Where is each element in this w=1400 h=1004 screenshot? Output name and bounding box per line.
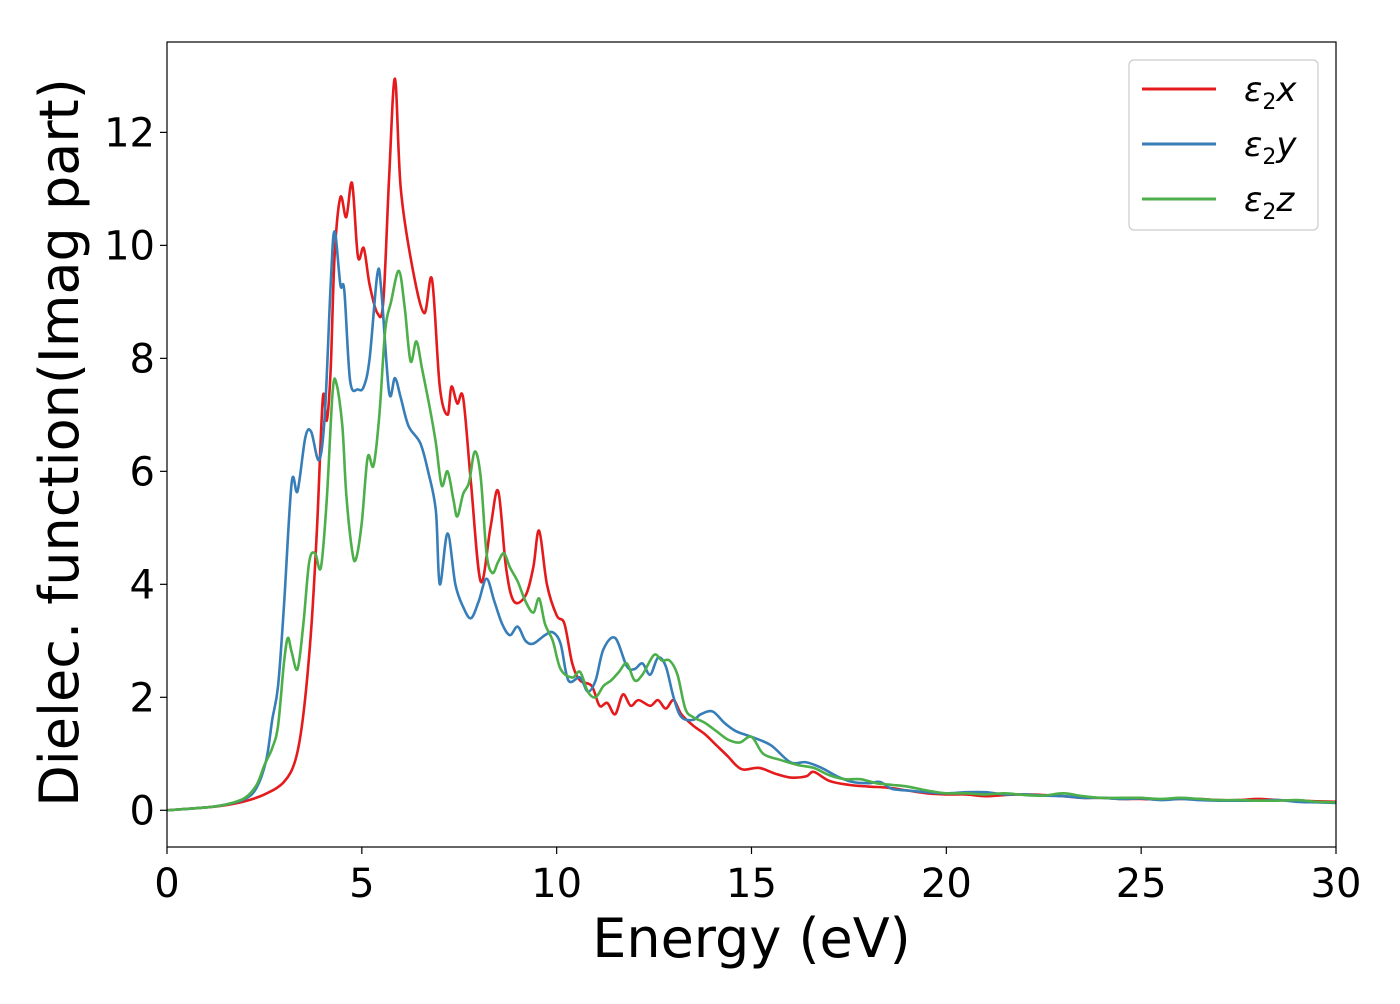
legend-box — [1128, 59, 1319, 231]
y-tick-label: 4 — [130, 562, 155, 608]
legend-items: ε2x ε2y ε2z — [1142, 70, 1297, 225]
y-tick-label: 0 — [130, 788, 155, 834]
x-tick-label: 10 — [531, 861, 582, 907]
y-tick-label: 10 — [104, 223, 155, 269]
series-line-y — [167, 229, 1336, 812]
legend-label-y: ε2y — [1244, 125, 1297, 170]
y-tick-label: 2 — [130, 675, 155, 721]
y-tick-label: 6 — [130, 449, 155, 495]
x-tick-label: 15 — [726, 861, 777, 907]
x-tick-label: 25 — [1116, 861, 1167, 907]
x-tick-label: 30 — [1311, 861, 1362, 907]
series-layer — [167, 77, 1336, 812]
legend: ε2x ε2y ε2z — [1128, 59, 1319, 231]
plot-frame — [166, 41, 1337, 848]
x-tick-label: 5 — [349, 861, 374, 907]
legend-label-z: ε2z — [1244, 180, 1295, 225]
series-line-z — [167, 269, 1336, 812]
x-tick-label: 0 — [154, 861, 179, 907]
x-tick-label: 20 — [921, 861, 972, 907]
x-axis-title: Energy (eV) — [592, 907, 911, 970]
legend-label-x: ε2x — [1244, 70, 1297, 115]
y-tick-label: 8 — [130, 336, 155, 382]
ticks-layer: 0 5 10 15 20 25 30 0 2 4 6 8 10 12 — [104, 110, 1361, 907]
y-tick-label: 12 — [104, 110, 155, 156]
y-axis-title: Dielec. function(Imag part) — [28, 78, 91, 807]
